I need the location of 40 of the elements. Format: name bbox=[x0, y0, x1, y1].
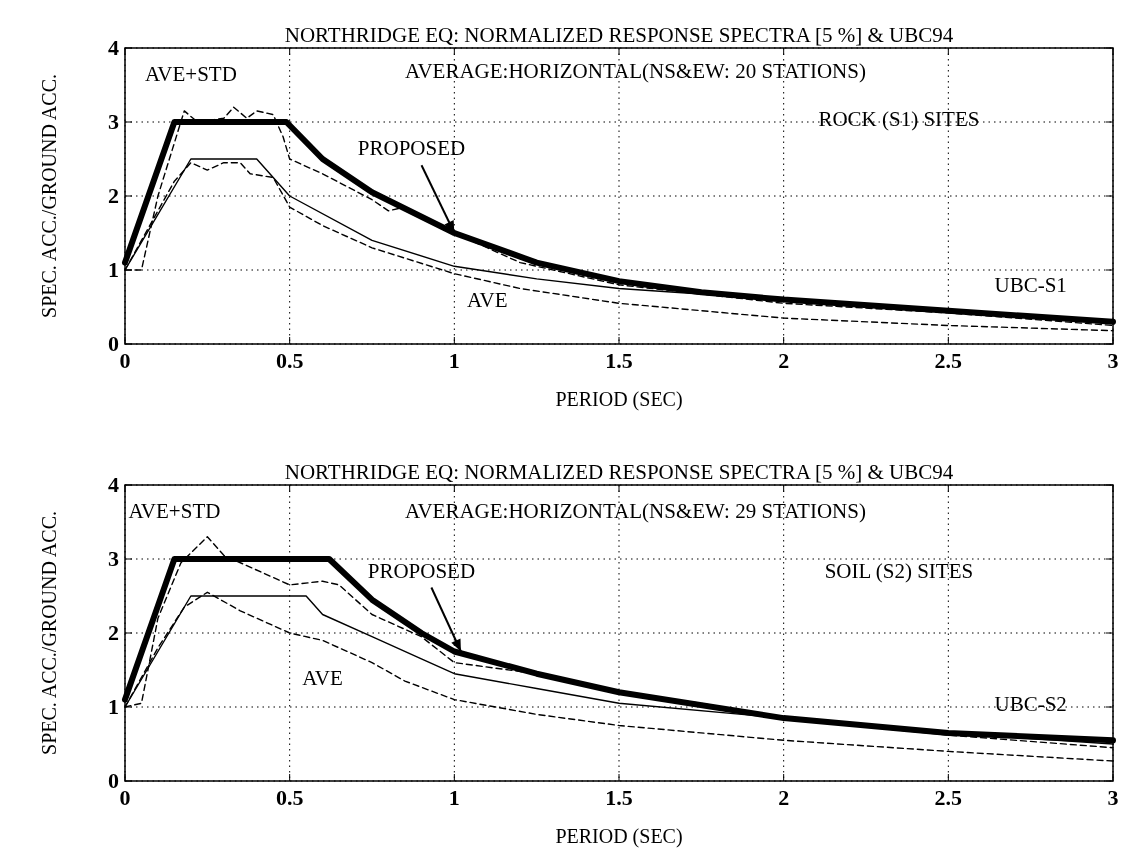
annotation: UBC-S2 bbox=[994, 691, 1067, 716]
annotation: PROPOSED bbox=[367, 558, 476, 583]
x-axis-title: PERIOD (SEC) bbox=[555, 388, 683, 411]
annotation: AVERAGE:HORIZONTAL(NS&EW: 29 STATIONS) bbox=[404, 499, 866, 524]
x-axis-title: PERIOD (SEC) bbox=[555, 825, 683, 848]
x-tick-label: 0.5 bbox=[275, 348, 304, 373]
x-tick-label: 2 bbox=[778, 348, 790, 373]
y-tick-label: 0 bbox=[108, 331, 119, 356]
x-tick-label: 0.5 bbox=[275, 785, 304, 810]
y-tick-label: 4 bbox=[108, 472, 119, 497]
annotation: AVERAGE:HORIZONTAL(NS&EW: 20 STATIONS) bbox=[404, 58, 866, 83]
x-tick-label: 1 bbox=[448, 348, 460, 373]
y-tick-label: 1 bbox=[108, 694, 119, 719]
x-tick-label: 3 bbox=[1107, 348, 1119, 373]
annotation: PROPOSED bbox=[357, 136, 466, 161]
chart-title: NORTHRIDGE EQ: NORMALIZED RESPONSE SPECTRA [5 %] & UBC94 bbox=[284, 23, 954, 47]
annotation: ROCK (S1) SITES bbox=[818, 106, 980, 131]
annotation: AVE+STD bbox=[144, 62, 237, 87]
y-tick-label: 2 bbox=[108, 620, 119, 645]
x-tick-label: 1 bbox=[448, 785, 460, 810]
y-axis-title: SPEC. ACC./GROUND ACC. bbox=[38, 74, 60, 318]
y-tick-label: 0 bbox=[108, 768, 119, 793]
y-tick-label: 1 bbox=[108, 257, 119, 282]
y-tick-label: 3 bbox=[108, 109, 119, 134]
annotation: SOIL (S2) SITES bbox=[824, 558, 974, 583]
x-tick-label: 2.5 bbox=[934, 348, 963, 373]
annotation: AVE+STD bbox=[128, 499, 221, 524]
y-axis-title: SPEC. ACC./GROUND ACC. bbox=[38, 511, 60, 755]
x-tick-label: 1.5 bbox=[605, 785, 633, 810]
y-tick-label: 3 bbox=[108, 546, 119, 571]
x-tick-label: 1.5 bbox=[605, 348, 633, 373]
x-tick-label: 2 bbox=[778, 785, 790, 810]
annotation: AVE bbox=[302, 665, 343, 690]
annotation: UBC-S1 bbox=[994, 273, 1067, 298]
x-tick-label: 2.5 bbox=[934, 785, 963, 810]
annotation: AVE bbox=[467, 288, 508, 312]
x-tick-label: 3 bbox=[1107, 785, 1119, 810]
y-tick-label: 2 bbox=[108, 183, 119, 208]
chart-title: NORTHRIDGE EQ: NORMALIZED RESPONSE SPECTRA [5 %] & UBC94 bbox=[284, 460, 954, 484]
y-tick-label: 4 bbox=[108, 35, 119, 60]
